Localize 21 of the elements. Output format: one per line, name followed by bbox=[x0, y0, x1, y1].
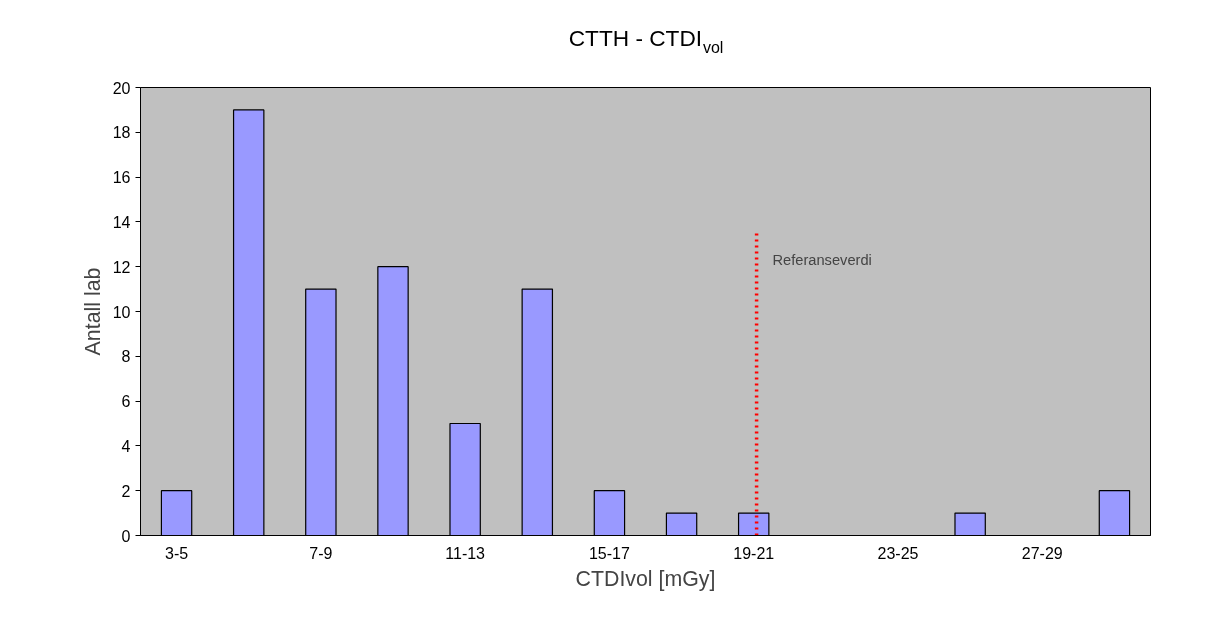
x-tick-label: 19-21 bbox=[733, 544, 775, 562]
y-tick-label: 18 bbox=[112, 124, 131, 142]
y-tick-label: 20 bbox=[112, 79, 131, 97]
x-tick-label: 15-17 bbox=[588, 544, 630, 562]
y-axis-title: Antall lab bbox=[80, 267, 105, 356]
y-tick-label: 16 bbox=[112, 169, 131, 187]
y-tick-label: 12 bbox=[112, 258, 131, 276]
y-tick-label: 0 bbox=[121, 527, 131, 545]
y-tick-label: 10 bbox=[112, 303, 131, 321]
y-tick-label: 8 bbox=[121, 348, 131, 366]
x-tick-label: 23-25 bbox=[877, 544, 919, 562]
x-tick-label: 7-9 bbox=[309, 544, 333, 562]
x-axis-title: CTDIvol [mGy] bbox=[575, 566, 716, 591]
ref-line-label: Referanseverdi bbox=[772, 251, 872, 268]
x-tick-label: 27-29 bbox=[1021, 544, 1063, 562]
x-tick-label: 11-13 bbox=[445, 544, 486, 562]
y-tick-label: 2 bbox=[121, 482, 131, 500]
y-tick-label: 14 bbox=[112, 213, 131, 231]
y-tick-label: 4 bbox=[121, 437, 131, 455]
x-tick-label: 3-5 bbox=[165, 544, 189, 562]
y-tick-label: 6 bbox=[121, 393, 131, 411]
